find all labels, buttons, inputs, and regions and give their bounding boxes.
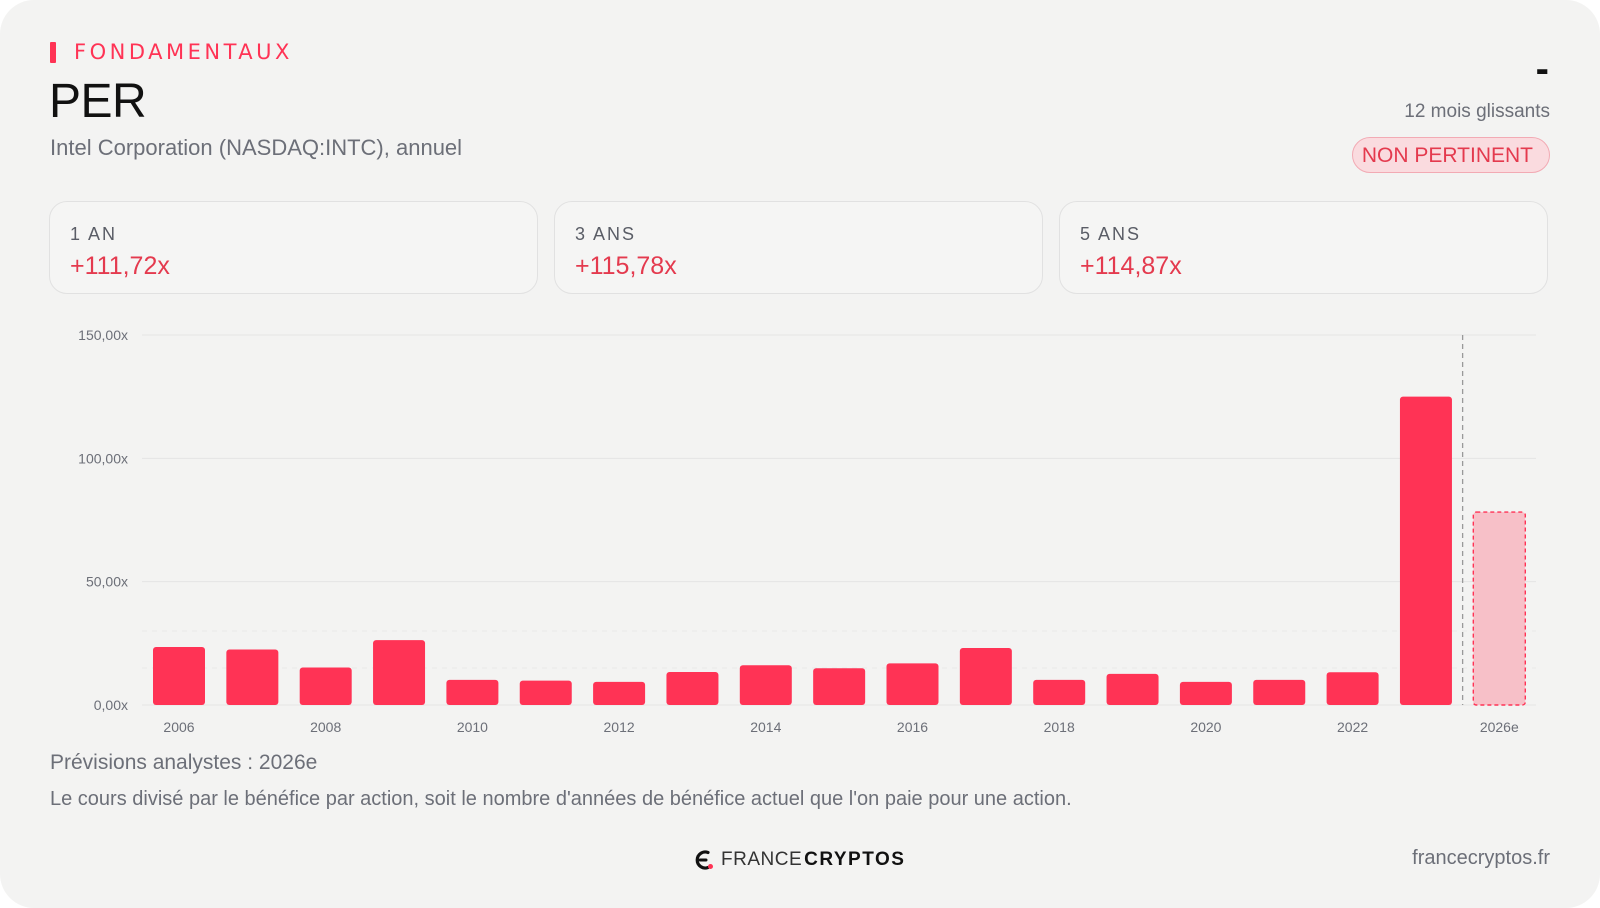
period-label: 12 mois glissants [1404, 101, 1550, 122]
site-link[interactable]: francecryptos.fr [1412, 847, 1550, 869]
brand-mark-icon [695, 850, 713, 870]
bar [1326, 672, 1379, 705]
x-tick-label: 2022 [1337, 719, 1368, 735]
bar [886, 663, 939, 705]
stat-label: 3 ANS [575, 224, 637, 244]
status-badge: NON PERTINENT [1351, 137, 1550, 173]
page-subtitle: Intel Corporation (NASDAQ:INTC), annuel [50, 135, 463, 160]
bar [446, 679, 499, 705]
brand-name-light: FRANCE [721, 849, 803, 870]
per-bar-chart: 0,00x 50,00x 100,00x 150,00x 2006 2008 2010 201… [78, 327, 1536, 735]
stat-value: +115,78x [575, 252, 677, 280]
bar [1399, 396, 1452, 705]
stat-card-3-ans: 3 ANS +115,78x [554, 201, 1043, 294]
bar [739, 665, 792, 705]
x-tick-label: 2010 [457, 719, 488, 735]
x-tick-label: 2008 [310, 719, 341, 735]
y-tick-label: 50,00x [86, 574, 128, 590]
bar [1106, 673, 1159, 705]
bar [1179, 681, 1232, 705]
brand-name-bold: CRYPTOS [804, 849, 906, 870]
x-tick-label: 2018 [1044, 719, 1075, 735]
bar [666, 671, 719, 705]
brand-logo: FRANCE CRYPTOS [693, 849, 905, 871]
x-tick-label: 2014 [750, 719, 781, 735]
page-title: PER [49, 75, 147, 128]
chart-description: Le cours divisé par le bénéfice par acti… [50, 788, 1072, 810]
bar [813, 668, 866, 705]
x-tick-label: 2016 [897, 719, 928, 735]
bar [519, 680, 572, 705]
bar [593, 681, 646, 705]
y-tick-label: 150,00x [78, 327, 128, 343]
bar [1253, 679, 1306, 705]
section-tag-label: FONDAMENTAUX [74, 40, 293, 64]
x-tick-label: 2026e [1480, 719, 1519, 735]
bar [373, 640, 426, 705]
stat-card-5-ans: 5 ANS +114,87x [1059, 201, 1548, 294]
bar [153, 647, 205, 705]
section-tag-marker [50, 41, 56, 63]
x-tick-label: 2020 [1190, 719, 1221, 735]
bar [1033, 679, 1086, 705]
bar [226, 649, 279, 705]
section-tag: FONDAMENTAUX [50, 40, 293, 64]
stat-card-1-an: 1 AN +111,72x [49, 201, 538, 294]
y-tick-label: 0,00x [94, 697, 128, 713]
current-value: - [1535, 47, 1549, 91]
stat-value: +111,72x [70, 252, 170, 280]
bar [299, 667, 352, 705]
stat-label: 5 ANS [1080, 224, 1142, 244]
forecast-bar [1472, 511, 1527, 706]
forecast-note: Prévisions analystes : 2026e [50, 751, 318, 774]
bar [959, 648, 1012, 705]
x-tick-label: 2012 [604, 719, 635, 735]
stat-value: +114,87x [1080, 252, 1182, 280]
x-tick-label: 2006 [163, 719, 194, 735]
stat-label: 1 AN [70, 224, 118, 244]
y-tick-label: 100,00x [78, 450, 128, 466]
